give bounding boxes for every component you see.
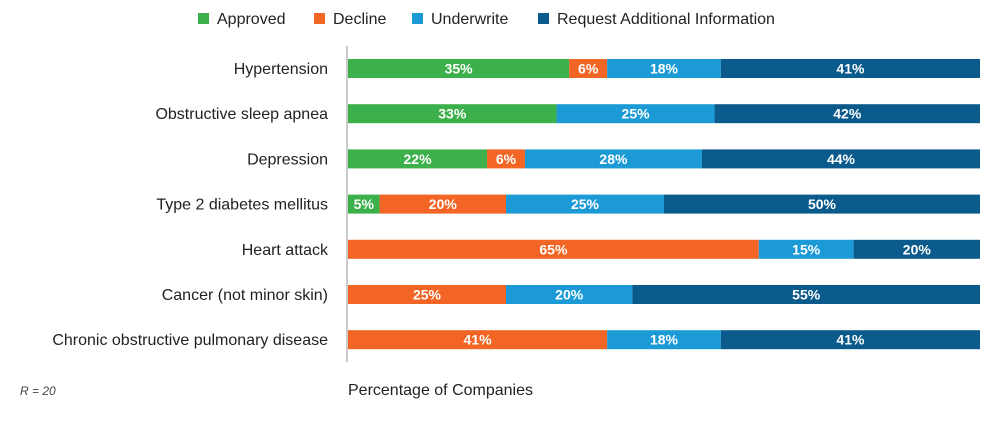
bar-5-3 — [632, 285, 980, 304]
legend-label-3: Request Additional Information — [557, 11, 775, 28]
legend-swatch-2 — [412, 13, 423, 24]
data-label-6-2: 18% — [650, 332, 679, 348]
bar-0-2 — [607, 59, 721, 78]
bar-6-1 — [348, 330, 608, 350]
category-labels: Hypertension Obstructive sleep apnea Depre… — [52, 61, 329, 349]
bars: 35% 6% 18% 41% 33% 25% 42% 22% 6% 28% 44% 5% 20% 25% 5… — [348, 59, 980, 350]
legend: Approved Decline Underwrite Request Additio… — [198, 11, 775, 28]
data-label-3-2: 25% — [571, 196, 600, 212]
sample-size-note: R = 20 — [20, 384, 56, 398]
bar-2-2 — [524, 149, 702, 169]
bar-1-2 — [556, 104, 715, 124]
legend-swatch-0 — [198, 13, 209, 24]
data-label-0-0: 35% — [445, 61, 474, 77]
data-label-1-3: 42% — [833, 106, 862, 122]
bar-4-3 — [853, 239, 980, 259]
data-label-5-1: 25% — [413, 287, 442, 303]
bar-1-3 — [714, 104, 980, 124]
bar-5-1 — [348, 285, 506, 304]
x-axis-label: Percentage of Companies — [348, 382, 533, 399]
data-label-0-1: 6% — [578, 61, 599, 77]
category-label-2: Depression — [247, 151, 328, 168]
bar-3-1 — [379, 194, 506, 214]
data-label-1-2: 25% — [622, 106, 651, 122]
category-label-1: Obstructive sleep apnea — [155, 106, 328, 123]
bar-0-0 — [348, 59, 570, 78]
bar-2-0 — [348, 149, 488, 169]
bar-3-2 — [506, 194, 664, 214]
data-label-4-3: 20% — [903, 241, 932, 257]
bar-2-1 — [487, 149, 525, 169]
data-label-6-3: 41% — [836, 332, 865, 348]
category-label-4: Heart attack — [242, 242, 329, 259]
data-label-2-3: 44% — [827, 151, 856, 167]
legend-swatch-3 — [538, 13, 549, 24]
bar-6-3 — [720, 330, 980, 350]
data-label-3-0: 5% — [354, 196, 375, 212]
data-label-2-2: 28% — [599, 151, 628, 167]
bar-0-3 — [720, 59, 980, 78]
legend-label-2: Underwrite — [431, 11, 508, 28]
data-label-6-1: 41% — [464, 332, 493, 348]
bar-4-1 — [348, 239, 759, 259]
data-label-4-1: 65% — [539, 241, 568, 257]
bar-3-3 — [664, 194, 980, 214]
data-label-4-2: 15% — [792, 241, 821, 257]
legend-swatch-1 — [314, 13, 325, 24]
data-label-2-1: 6% — [496, 151, 517, 167]
legend-label-1: Decline — [333, 11, 386, 28]
data-label-1-0: 33% — [438, 106, 467, 122]
data-label-5-3: 55% — [792, 287, 821, 303]
legend-label-0: Approved — [217, 11, 286, 28]
bar-2-3 — [701, 149, 980, 169]
bar-1-0 — [348, 104, 557, 124]
category-label-6: Chronic obstructive pulmonary disease — [52, 332, 328, 349]
data-label-2-0: 22% — [404, 151, 433, 167]
data-label-3-3: 50% — [808, 196, 837, 212]
bar-0-1 — [569, 59, 608, 78]
data-label-0-2: 18% — [650, 61, 679, 77]
bar-6-2 — [607, 330, 721, 350]
bar-4-2 — [758, 239, 854, 259]
data-label-5-2: 20% — [555, 287, 584, 303]
category-label-3: Type 2 diabetes mellitus — [156, 197, 328, 214]
data-label-3-1: 20% — [429, 196, 458, 212]
data-label-0-3: 41% — [836, 61, 865, 77]
bar-3-0 — [348, 194, 380, 214]
category-label-5: Cancer (not minor skin) — [162, 287, 328, 304]
category-label-0: Hypertension — [234, 61, 328, 78]
bar-5-2 — [506, 285, 633, 304]
